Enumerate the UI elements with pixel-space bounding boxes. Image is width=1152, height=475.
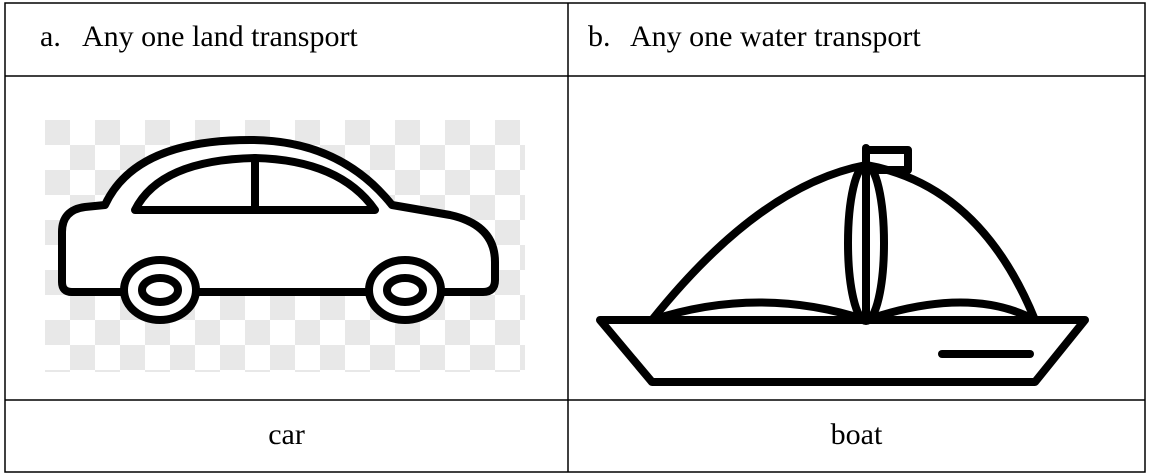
answer-cell: car <box>268 418 305 451</box>
cell-text: Any one land transport <box>82 20 358 53</box>
table-borders <box>4 2 1146 473</box>
list-marker: b. <box>588 20 611 53</box>
list-marker: a. <box>40 20 61 53</box>
header-cell: b. Any one water transport <box>588 22 921 52</box>
cell-text: Any one water transport <box>630 20 921 53</box>
boat-image <box>596 144 1089 386</box>
answer-cell: boat <box>830 418 883 451</box>
header-cell: a. Any one land transport <box>40 22 358 52</box>
car-image <box>45 120 525 372</box>
